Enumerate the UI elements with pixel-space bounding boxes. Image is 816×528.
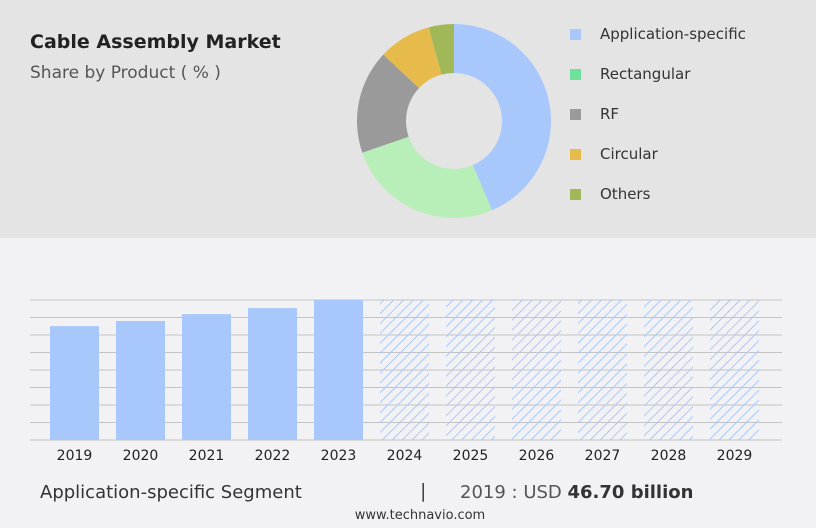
legend-swatch [570, 28, 581, 40]
bar-2022 [248, 308, 297, 440]
legend-label: Others [600, 185, 651, 203]
website: www.technavio.com [354, 508, 486, 523]
donut-slice-rectangular [362, 136, 492, 218]
value-bold: 46.70 billion [567, 482, 694, 503]
bar-forecast-2029 [710, 300, 759, 440]
legend-swatch [570, 188, 581, 200]
legend-item: RF [570, 94, 746, 134]
legend-swatch [570, 148, 581, 160]
bar-forecast-2027 [578, 300, 627, 440]
segment-label: Application-specific Segment [40, 482, 302, 503]
year-value: 2019 : USD [460, 482, 568, 503]
bar-forecast-2028 [644, 300, 693, 440]
x-tick-label: 2024 [387, 448, 423, 464]
donut-slice-application-specific [454, 24, 551, 211]
donut-chart [357, 24, 551, 218]
donut-slice-circular [383, 27, 442, 89]
bar-2020 [116, 320, 165, 440]
bar-forecast-2024 [380, 300, 429, 440]
legend-label: Circular [600, 145, 658, 163]
x-tick-label: 2027 [585, 448, 621, 464]
x-tick-label: 2029 [717, 448, 753, 464]
legend-item: Others [570, 174, 746, 214]
segment-value: 2019 : USD 46.70 billion [460, 482, 693, 503]
legend-swatch [570, 108, 581, 120]
x-tick-label: 2025 [453, 448, 489, 464]
chart-title: Cable Assembly Market [30, 31, 281, 53]
x-tick-label: 2023 [321, 448, 357, 464]
legend-label: RF [600, 105, 620, 123]
bar-2019 [50, 326, 99, 440]
legend-item: Application-specific [570, 14, 746, 54]
donut-slice-rf [357, 54, 420, 153]
x-tick-label: 2022 [255, 448, 291, 464]
chart-subtitle: Share by Product ( % ) [30, 63, 221, 83]
x-tick-label: 2026 [519, 448, 555, 464]
x-tick-label: 2020 [123, 448, 159, 464]
legend-item: Circular [570, 134, 746, 174]
donut-slice-others [428, 24, 454, 75]
legend-label: Rectangular [600, 65, 691, 83]
bar-2023 [314, 300, 363, 440]
separator: | [420, 480, 427, 502]
legend: Application-specific Rectangular RF Circula… [570, 14, 746, 214]
bar-forecast-2025 [446, 300, 495, 440]
x-tick-label: 2019 [57, 448, 93, 464]
x-tick-label: 2021 [189, 448, 225, 464]
x-tick-label: 2028 [651, 448, 687, 464]
bar-2021 [182, 314, 231, 440]
bar-forecast-2026 [512, 300, 561, 440]
legend-swatch [570, 68, 581, 80]
legend-item: Rectangular [570, 54, 746, 94]
legend-label: Application-specific [600, 25, 746, 43]
